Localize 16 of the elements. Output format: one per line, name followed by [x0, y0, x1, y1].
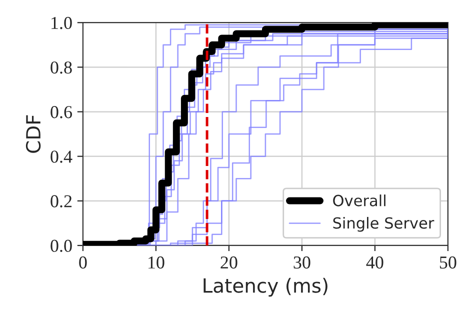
legend-label: Overall: [333, 194, 386, 206]
y-tick-label: 0.0: [50, 240, 72, 252]
x-tick-label: 30: [294, 256, 310, 269]
y-axis-title: CDF: [26, 115, 41, 153]
x-tick-label: 10: [148, 256, 164, 269]
y-tick-label: 0.6: [50, 106, 72, 118]
y-tick-label: 1.0: [52, 16, 72, 30]
x-tick-label: 40: [366, 256, 384, 269]
legend-label: Single Server: [333, 216, 434, 232]
y-tick-label: 0.2: [50, 195, 72, 208]
x-tick-label: 0: [79, 256, 87, 269]
y-tick-label: 0.8: [50, 61, 72, 74]
y-tick-label: 0.4: [50, 150, 72, 163]
x-tick-label: 50: [440, 256, 456, 269]
x-tick-label: 20: [220, 256, 238, 269]
x-axis-title: Latency (ms): [204, 278, 328, 297]
